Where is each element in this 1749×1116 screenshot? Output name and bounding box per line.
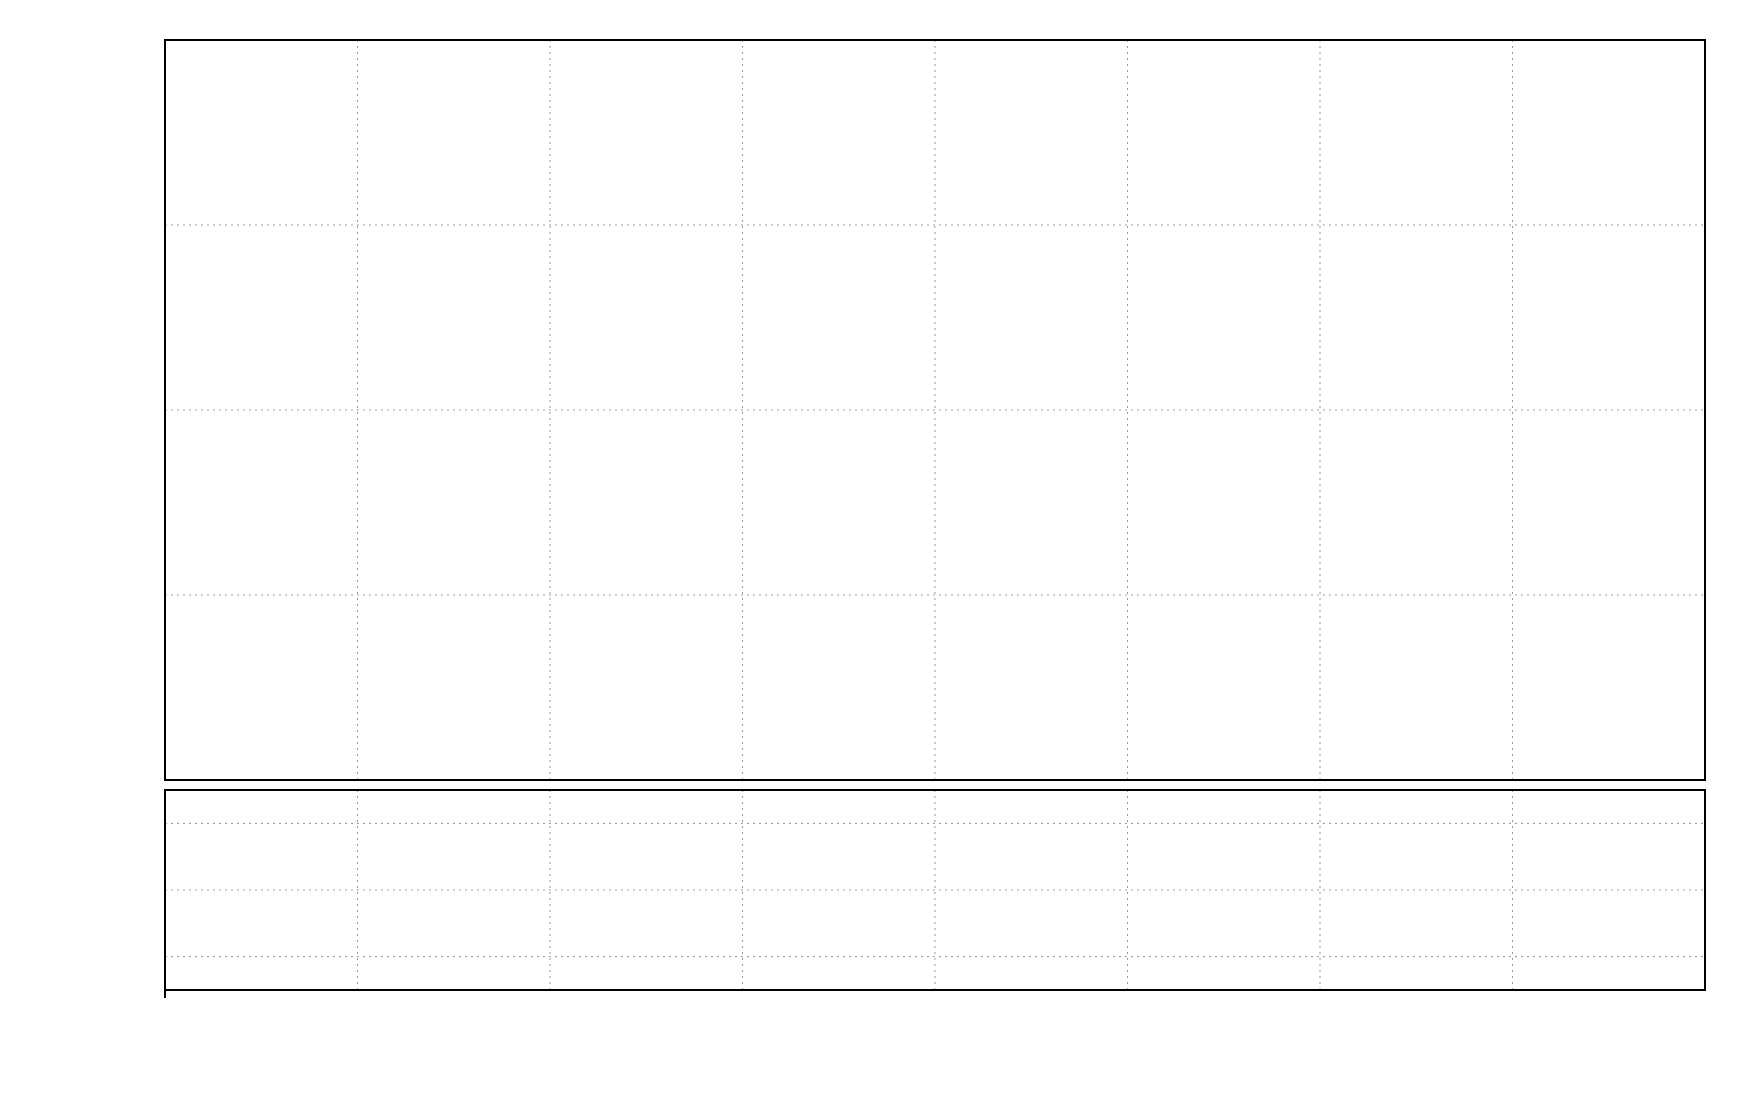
spectrum-chart — [20, 20, 1729, 1096]
chart-svg — [20, 20, 1729, 1096]
